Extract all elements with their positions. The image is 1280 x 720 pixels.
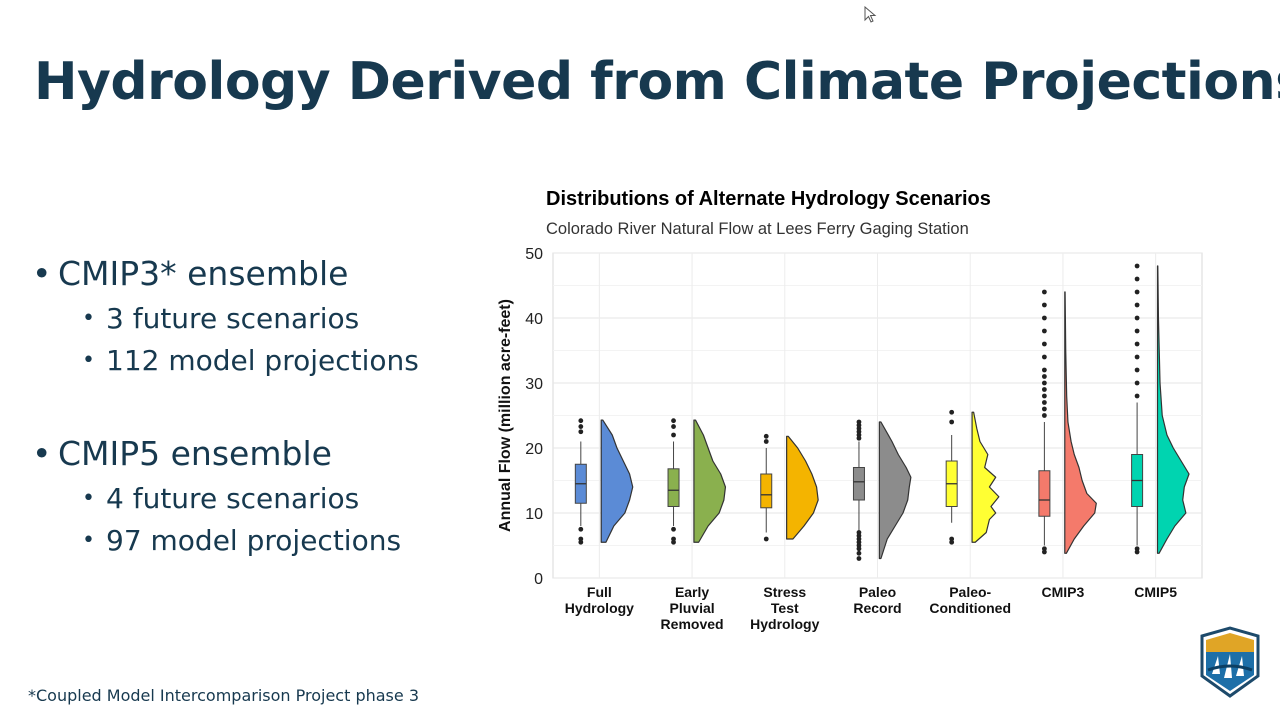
outlier-point bbox=[671, 424, 676, 429]
outlier-point bbox=[671, 526, 676, 532]
outlier-point bbox=[1134, 380, 1140, 386]
bullet-cmip5: CMIP5 ensemble bbox=[32, 430, 472, 478]
mouse-cursor-icon bbox=[864, 6, 877, 23]
sub-bullet: 112 model projections bbox=[32, 340, 472, 382]
x-tick-label: Hydrology bbox=[565, 600, 634, 616]
x-tick-label: Hydrology bbox=[750, 616, 819, 632]
x-tick-label: Paleo bbox=[859, 584, 896, 600]
violin-half bbox=[878, 421, 912, 560]
x-tick-label: CMIP5 bbox=[1134, 584, 1177, 600]
outlier-point bbox=[1134, 289, 1140, 295]
outlier-point bbox=[763, 439, 769, 444]
box-iqr bbox=[667, 468, 680, 508]
outlier-point bbox=[1134, 393, 1140, 399]
outlier-point bbox=[1041, 400, 1047, 405]
x-tick-label: Record bbox=[853, 600, 901, 616]
outlier-point bbox=[1041, 289, 1047, 295]
y-tick-label: 0 bbox=[534, 571, 543, 588]
sub-bullet: 97 model projections bbox=[32, 520, 472, 562]
outlier-point bbox=[1041, 354, 1047, 360]
violin-half bbox=[786, 435, 819, 540]
outlier-point bbox=[949, 536, 955, 542]
outlier-point bbox=[856, 530, 862, 535]
violin-half bbox=[971, 411, 1000, 543]
sub-bullet: 4 future scenarios bbox=[32, 478, 472, 520]
footnote: *Coupled Model Intercomparison Project p… bbox=[28, 686, 419, 705]
outlier-point bbox=[1134, 354, 1140, 360]
outlier-point bbox=[671, 536, 676, 542]
outlier-point bbox=[1041, 413, 1047, 418]
outlier-point bbox=[763, 536, 769, 542]
slide-title: Hydrology Derived from Climate Projectio… bbox=[34, 52, 1280, 112]
box-iqr bbox=[760, 473, 773, 509]
outlier-point bbox=[578, 424, 584, 429]
reclamation-logo-icon bbox=[1200, 626, 1260, 698]
x-tick-label: Stress bbox=[763, 584, 806, 600]
outlier-point bbox=[1041, 341, 1047, 347]
outlier-point bbox=[1041, 374, 1047, 379]
x-tick-label: Test bbox=[771, 600, 799, 616]
chart-title: Distributions of Alternate Hydrology Sce… bbox=[546, 188, 991, 210]
outlier-point bbox=[1134, 276, 1140, 282]
y-tick-label: 30 bbox=[525, 376, 543, 393]
outlier-point bbox=[1134, 302, 1140, 308]
violin-half bbox=[1156, 265, 1190, 554]
y-tick-label: 10 bbox=[525, 506, 543, 523]
bullet-cmip3: CMIP3* ensemble bbox=[32, 250, 472, 298]
x-tick-label: Early bbox=[675, 584, 709, 600]
sub-bullet: 3 future scenarios bbox=[32, 298, 472, 340]
outlier-point bbox=[1041, 302, 1047, 308]
outlier-point bbox=[1041, 546, 1047, 552]
violin-half bbox=[693, 419, 727, 543]
outlier-point bbox=[671, 418, 676, 424]
outlier-point bbox=[1134, 263, 1140, 269]
x-tick-label: Removed bbox=[661, 616, 724, 632]
outlier-point bbox=[671, 432, 676, 438]
violin-half bbox=[1064, 291, 1097, 554]
y-tick-label: 20 bbox=[525, 441, 543, 458]
y-tick-label: 40 bbox=[525, 311, 543, 328]
outlier-point bbox=[949, 419, 955, 425]
x-tick-label: Pluvial bbox=[670, 600, 715, 616]
outlier-point bbox=[1041, 315, 1047, 321]
outlier-point bbox=[1041, 406, 1047, 412]
outlier-point bbox=[1041, 328, 1047, 334]
outlier-point bbox=[856, 556, 862, 561]
x-tick-label: Paleo- bbox=[949, 584, 991, 600]
outlier-point bbox=[1041, 380, 1047, 386]
outlier-point bbox=[763, 433, 769, 439]
outlier-point bbox=[1134, 367, 1140, 373]
outlier-point bbox=[1134, 328, 1140, 334]
outlier-point bbox=[578, 429, 584, 435]
bullet-list: CMIP3* ensemble 3 future scenarios 112 m… bbox=[32, 250, 472, 562]
outlier-point bbox=[856, 550, 862, 556]
outlier-point bbox=[578, 536, 584, 542]
outlier-point bbox=[1041, 387, 1047, 392]
outlier-point bbox=[856, 419, 862, 425]
chart-subtitle: Colorado River Natural Flow at Lees Ferr… bbox=[546, 220, 969, 238]
distribution-chart: 0 10 20 30 40 50 Annual Flow (million acre-fee… bbox=[497, 246, 1203, 632]
box-iqr bbox=[852, 467, 865, 501]
outlier-point bbox=[1134, 546, 1140, 552]
x-tick-label: Conditioned bbox=[929, 600, 1011, 616]
outlier-point bbox=[949, 409, 955, 415]
box-iqr bbox=[1038, 470, 1051, 517]
x-tick-label: CMIP3 bbox=[1042, 584, 1085, 600]
outlier-point bbox=[1041, 367, 1047, 373]
outlier-point bbox=[1134, 315, 1140, 321]
y-tick-label: 50 bbox=[525, 246, 543, 263]
y-axis-label: Annual Flow (million acre-feet) bbox=[497, 299, 514, 532]
x-tick-label: Full bbox=[587, 584, 612, 600]
outlier-point bbox=[1134, 341, 1140, 347]
outlier-point bbox=[578, 418, 584, 424]
outlier-point bbox=[1041, 393, 1047, 399]
violin-half bbox=[600, 419, 634, 543]
outlier-point bbox=[578, 526, 584, 532]
